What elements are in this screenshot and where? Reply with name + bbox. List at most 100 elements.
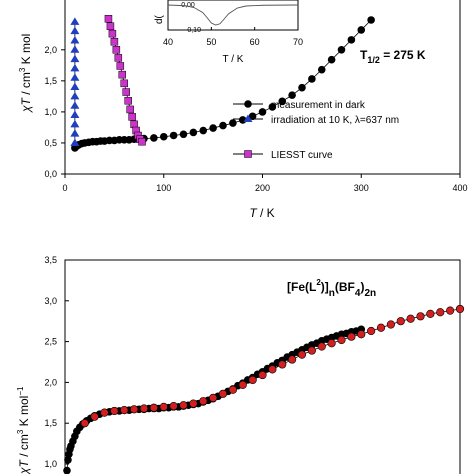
bottom-plot-frame (64, 259, 461, 474)
bottom-red-point-10 (179, 401, 188, 410)
top-x-ticks: 0 100 200 300 400 (62, 174, 468, 193)
irradiation-point-2 (70, 119, 80, 128)
irradiation-point-5 (70, 91, 80, 100)
irradiation-point-12 (70, 26, 80, 35)
title-part-3: )] (321, 280, 329, 294)
bottom-black-point-0 (63, 466, 71, 474)
top-xlabel-var: T (249, 206, 258, 220)
inset-y-label: d( (154, 14, 165, 24)
liesst-point-17 (138, 137, 146, 146)
dark-point-26 (229, 119, 237, 127)
bottom-red-point-19 (268, 365, 277, 374)
legend-item-irradiation: irradiation at 10 K, λ=637 nm (233, 114, 399, 126)
liesst-point-11 (126, 105, 134, 114)
bottom-red-point-23 (307, 346, 316, 355)
irradiation-point-9 (70, 54, 80, 63)
dark-point-22 (189, 128, 198, 137)
bottom-red-point-7 (149, 403, 158, 412)
bottom-black-point-1 (64, 456, 72, 464)
top-y-ticks: 0,0 0,5 1,0 1,5 2,0 (44, 45, 65, 179)
bottom-red-point-1 (90, 412, 99, 421)
top-ylabel-unit: / cm (19, 72, 33, 98)
bottom-red-point-24 (317, 342, 326, 351)
inset-x-label: T / K (223, 54, 244, 65)
bottom-red-point-32 (396, 317, 405, 326)
top-y-tick-label-3: 1,5 (44, 76, 57, 86)
bottom-red-point-20 (278, 360, 287, 369)
bottom-ylabel-unit: / cm (17, 434, 31, 460)
bottom-red-point-34 (416, 312, 425, 321)
dark-point-29 (258, 108, 267, 116)
liesst-point-1 (106, 22, 115, 30)
legend: measurement in dark irradiation at 10 K,… (233, 100, 399, 161)
inset-chart: 40 50 60 70 -0,10 0,00 d( T / K (154, 0, 303, 65)
title-part-6: 4 (355, 288, 361, 299)
dark-point-20 (169, 131, 178, 140)
irradiation-point-1 (70, 129, 80, 137)
bottom-y-tick-label-3: 2,5 (44, 337, 57, 347)
irradiation-point-7 (70, 73, 80, 81)
dark-point-34 (308, 75, 316, 83)
top-ylabel-tail: K mol (19, 34, 33, 68)
top-y-tick-label-0: 0,0 (44, 169, 57, 179)
title-part-5: (BF (335, 280, 355, 294)
irradiation-point-11 (70, 35, 80, 44)
legend-label-irradiation: irradiation at 10 K, λ=637 nm (271, 115, 399, 126)
bottom-title: [Fe(L2)]n(BF4)2n (287, 278, 376, 299)
dark-point-39 (357, 26, 366, 34)
bottom-red-point-22 (297, 350, 307, 359)
bottom-red-point-4 (120, 406, 129, 415)
dark-point-31 (278, 97, 287, 106)
top-series (70, 15, 375, 152)
t-half-base: T (360, 48, 368, 62)
t-half-tail: = 275 K (380, 48, 426, 62)
title-part-1: [Fe(L (287, 280, 316, 294)
dark-point-24 (209, 124, 217, 132)
top-ylabel-var: χT (19, 96, 33, 113)
bottom-red-point-12 (199, 397, 208, 406)
bottom-red-point-31 (386, 320, 395, 329)
dark-point-28 (248, 112, 257, 121)
bottom-red-point-3 (110, 406, 119, 416)
bottom-y-axis-label: χT / cm3 K mol−1 (16, 386, 31, 474)
inset-y-tick-label-0: -0,10 (185, 27, 201, 34)
title-part-7: ) (360, 280, 364, 294)
bottom-red-point-2 (100, 408, 109, 417)
bottom-red-point-26 (337, 335, 346, 345)
bottom-y-tick-label-2: 2,0 (44, 377, 57, 387)
bottom-chart: 1,0 1,5 2,0 2,5 3,0 3,5 χT / cm3 K mol−1 [Fe(… (16, 255, 465, 474)
liesst-point-4 (112, 46, 121, 54)
liesst-point-5 (114, 54, 123, 62)
liesst-point-9 (122, 88, 130, 96)
t-half-annotation: T1/2 = 275 K (360, 48, 426, 65)
bottom-red-point-25 (327, 339, 336, 348)
bottom-red-point-28 (357, 330, 366, 339)
dark-point-35 (317, 65, 326, 74)
bottom-y-tick-label-0: 1,0 (44, 459, 57, 469)
inset-x-tick-label-0: 40 (163, 37, 173, 47)
bottom-ylabel-sup: 3 (16, 429, 25, 434)
liesst-point-12 (128, 113, 136, 121)
irradiation-point-4 (70, 101, 80, 109)
liesst-point-6 (116, 62, 125, 70)
irradiation-point-3 (70, 110, 80, 119)
inset-curve (167, 4, 299, 26)
bottom-red-point-33 (406, 314, 415, 323)
bottom-red-point-13 (209, 393, 218, 403)
dark-point-36 (327, 55, 336, 64)
bottom-red-point-18 (258, 370, 267, 380)
bottom-ylabel-tail: K mol (17, 396, 31, 430)
top-y-tick-label-2: 1,0 (44, 107, 57, 117)
bottom-y-tick-label-1: 1,5 (44, 418, 57, 428)
bottom-red-point-29 (367, 326, 376, 336)
dark-point-33 (298, 83, 306, 92)
liesst-point-8 (120, 79, 128, 88)
bottom-red-point-6 (139, 404, 149, 413)
dark-point-37 (337, 46, 346, 54)
top-x-tick-label-1: 100 (156, 183, 171, 193)
top-x-tick-label-0: 0 (62, 183, 67, 193)
bottom-red-point-17 (248, 375, 257, 385)
dark-point-21 (179, 130, 188, 139)
bottom-red-point-15 (228, 385, 237, 394)
